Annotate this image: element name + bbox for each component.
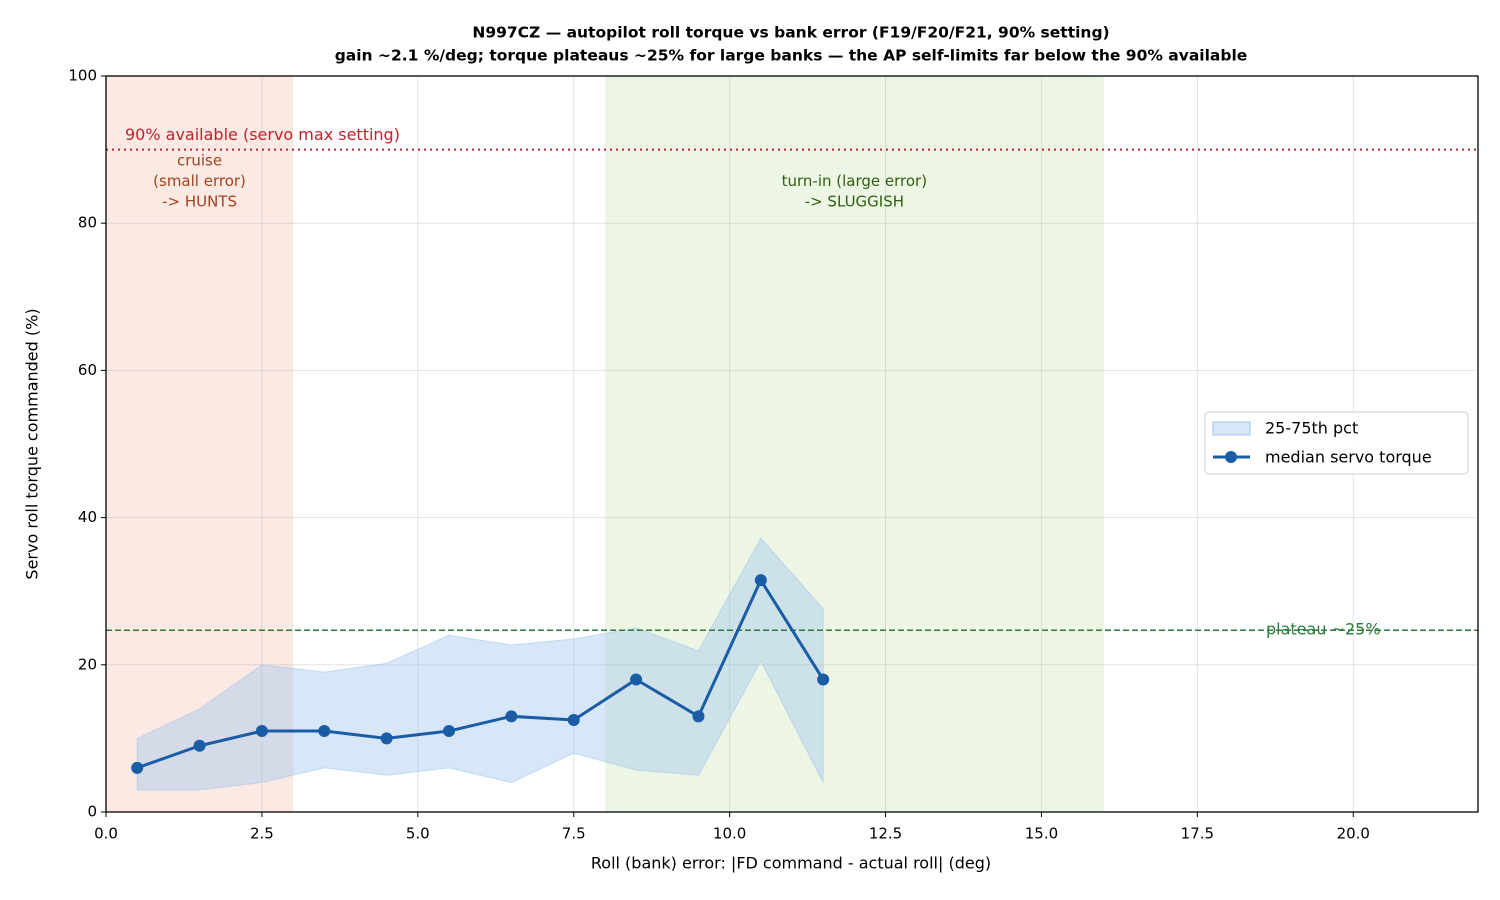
- legend-label: median servo torque: [1265, 448, 1432, 467]
- region-label: (small error): [153, 172, 246, 190]
- x-tick-label: 10.0: [713, 825, 746, 843]
- iqr-band: [136, 537, 824, 791]
- data-point: [443, 725, 455, 738]
- x-tick-label: 20.0: [1337, 825, 1370, 843]
- y-tick-label: 100: [68, 67, 97, 85]
- x-tick-label: 2.5: [250, 825, 274, 843]
- x-tick-label: 12.5: [869, 825, 902, 843]
- shaded-region: [106, 76, 294, 812]
- region-label: cruise: [177, 152, 222, 170]
- data-point: [692, 710, 705, 723]
- data-point: [817, 673, 830, 686]
- median-line: [136, 577, 825, 770]
- data-point: [505, 710, 518, 723]
- legend-swatch: [1225, 451, 1237, 463]
- y-tick-label: 0: [87, 803, 97, 821]
- shaded-region: [604, 76, 1104, 812]
- y-tick-label: 80: [78, 214, 97, 232]
- x-tick-label: 0.0: [94, 825, 118, 843]
- chart-subtitle: gain ~2.1 %/deg; torque plateaus ~25% fo…: [335, 47, 1248, 65]
- reference-label: plateau ~25%: [1266, 620, 1381, 639]
- legend-label: 25-75th pct: [1265, 419, 1358, 438]
- legend-swatch: [1212, 421, 1251, 436]
- data-point: [318, 725, 331, 738]
- y-tick-label: 20: [78, 655, 97, 673]
- legend-box: [1204, 411, 1469, 475]
- y-tick-label: 60: [78, 361, 97, 379]
- chart-title: N997CZ — autopilot roll torque vs bank e…: [472, 24, 1109, 42]
- x-tick-label: 7.5: [562, 825, 586, 843]
- data-point: [193, 739, 206, 752]
- data-point: [567, 714, 580, 726]
- x-tick-label: 15.0: [1025, 825, 1058, 843]
- region-label: -> HUNTS: [162, 193, 237, 211]
- region-label: turn-in (large error): [782, 172, 927, 190]
- data-point: [255, 725, 268, 738]
- y-tick-label: 40: [78, 508, 97, 526]
- data-point: [131, 761, 144, 774]
- y-axis-label: Servo roll torque commanded (%): [23, 308, 42, 579]
- x-axis-label: Roll (bank) error: |FD command - actual …: [591, 854, 991, 873]
- data-point: [754, 574, 767, 587]
- plot-frame: [105, 75, 1479, 813]
- reference-label: 90% available (servo max setting): [125, 125, 400, 144]
- data-point: [630, 673, 643, 686]
- region-label: -> SLUGGISH: [805, 193, 904, 211]
- x-tick-label: 5.0: [406, 825, 430, 843]
- data-point: [380, 732, 393, 745]
- x-tick-label: 17.5: [1181, 825, 1214, 843]
